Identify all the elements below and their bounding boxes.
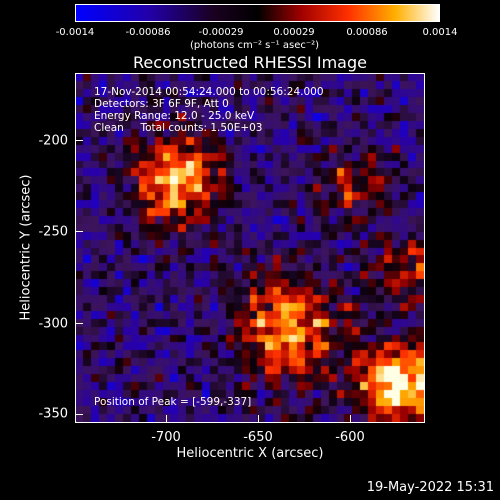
x-tick-mark: [166, 415, 167, 423]
colorbar-tick: -0.00086: [125, 27, 171, 38]
colorbar-tick: 0.00086: [346, 27, 388, 38]
colorbar: [75, 4, 440, 22]
annotation-peak: Position of Peak = [-599,-337]: [94, 396, 252, 408]
y-tick-mark: [75, 231, 83, 232]
y-tick-label: -250: [38, 224, 68, 240]
plot-title: Reconstructed RHESSI Image: [133, 53, 367, 72]
y-tick-label: -350: [38, 406, 68, 422]
y-tick-mark: [75, 414, 83, 415]
y-axis-label: Heliocentric Y (arcsec): [18, 174, 34, 321]
y-tick-label: -300: [38, 316, 68, 332]
y-tick-mark: [75, 323, 83, 324]
colorbar-tick: 0.0014: [422, 27, 458, 38]
colorbar-unit: (photons cm⁻² s⁻¹ asec⁻²): [190, 40, 320, 51]
image-plot: 17-Nov-2014 00:54:24.000 to 00:56:24.000…: [75, 73, 425, 423]
colorbar-tick: -0.0014: [55, 27, 95, 38]
colorbar-tick: -0.00029: [198, 27, 244, 38]
annotation-detectors: Detectors: 3F 6F 9F, Att 0: [94, 98, 229, 110]
plot-date: 19-May-2022 15:31: [366, 480, 494, 495]
x-tick-label: -600: [335, 430, 365, 445]
annotation-time: 17-Nov-2014 00:54:24.000 to 00:56:24.000: [94, 86, 324, 98]
x-tick-label: -700: [151, 430, 181, 445]
y-tick-label: -200: [38, 133, 68, 149]
colorbar-tick: 0.00029: [273, 27, 315, 38]
y-tick-mark: [75, 140, 83, 141]
x-tick-mark: [350, 415, 351, 423]
annotation-clean: Clean Total counts: 1.50E+03: [94, 122, 263, 134]
x-tick-mark: [258, 415, 259, 423]
annotation-energy: Energy Range: 12.0 - 25.0 keV: [94, 110, 255, 122]
x-axis-label: Heliocentric X (arcsec): [176, 446, 324, 461]
heatmap-image: [76, 74, 424, 422]
x-tick-label: -650: [243, 430, 273, 445]
